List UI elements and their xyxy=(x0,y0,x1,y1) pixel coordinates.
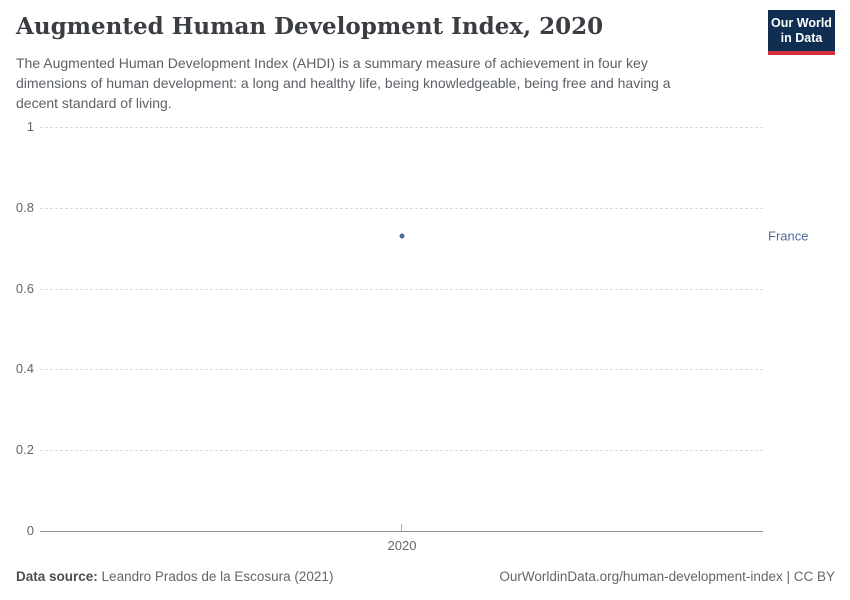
y-axis-tick-label: 0 xyxy=(26,523,34,538)
footer-url-link[interactable]: OurWorldinData.org/human-development-ind… xyxy=(499,569,783,584)
gridline xyxy=(40,450,763,452)
gridline xyxy=(40,127,763,128)
data-source-value: Leandro Prados de la Escosura (2021) xyxy=(101,569,334,584)
data-source-note: Data source: Leandro Prados de la Escosu… xyxy=(16,569,333,584)
chart-footer: Data source: Leandro Prados de la Escosu… xyxy=(16,569,835,584)
data-source-label: Data source: xyxy=(16,569,98,584)
y-axis-tick-label: 1 xyxy=(26,119,34,134)
owid-logo[interactable]: Our World in Data xyxy=(768,10,835,55)
gridline xyxy=(40,207,763,209)
chart-subtitle: The Augmented Human Development Index (A… xyxy=(16,55,671,111)
footer-separator: | xyxy=(782,569,794,584)
y-axis-tick-label: 0.2 xyxy=(15,442,34,458)
x-axis-tick-mark xyxy=(401,524,402,531)
owid-logo-line2: in Data xyxy=(780,30,823,45)
data-point-france[interactable] xyxy=(399,233,404,239)
series-label-france[interactable]: France xyxy=(768,228,809,244)
owid-logo-line1: Our World xyxy=(771,15,832,30)
gridline xyxy=(40,288,763,290)
footer-license: CC BY xyxy=(793,569,835,584)
x-axis-line xyxy=(40,531,763,532)
y-axis-tick-label: 0.8 xyxy=(15,199,34,215)
y-axis-tick-label: 0.4 xyxy=(15,361,34,377)
page-title: Augmented Human Development Index, 2020 xyxy=(16,13,604,40)
y-axis-tick-label: 0.6 xyxy=(15,280,34,296)
x-axis-tick-label: 2020 xyxy=(387,538,417,553)
gridline xyxy=(40,369,763,371)
footer-credits: OurWorldinData.org/human-development-ind… xyxy=(499,569,835,584)
